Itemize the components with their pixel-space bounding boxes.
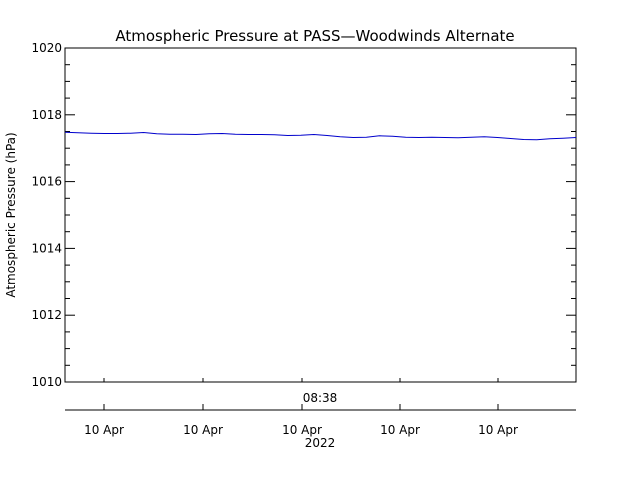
time-axis-top-label: 08:38 xyxy=(303,391,338,405)
y-axis-ticks xyxy=(65,47,576,383)
time-tick-label: 10 Apr xyxy=(478,423,518,437)
y-tick-label: 1010 xyxy=(31,375,62,389)
y-tick-label: 1014 xyxy=(31,241,62,255)
time-tick-label: 10 Apr xyxy=(84,423,124,437)
y-tick-label: 1018 xyxy=(31,108,62,122)
time-axis-year-label: 2022 xyxy=(305,436,336,450)
time-tick-label: 10 Apr xyxy=(282,423,322,437)
y-tick-label: 1016 xyxy=(31,175,62,189)
pressure-series-line xyxy=(64,131,577,141)
y-tick-label: 1012 xyxy=(31,308,62,322)
plot-frame xyxy=(64,47,577,383)
time-axis-ticks xyxy=(103,378,499,410)
y-tick-label: 1020 xyxy=(31,41,62,55)
time-axis-tick-labels: 10 Apr 10 Apr 10 Apr 10 Apr 10 Apr xyxy=(84,423,518,437)
y-axis-label: Atmospheric Pressure (hPa) xyxy=(4,132,18,297)
time-tick-label: 10 Apr xyxy=(183,423,223,437)
time-tick-label: 10 Apr xyxy=(380,423,420,437)
y-axis-tick-labels: 1010 1012 1014 1016 1018 1020 xyxy=(31,41,62,389)
chart-title: Atmospheric Pressure at PASS—Woodwinds A… xyxy=(115,27,514,45)
